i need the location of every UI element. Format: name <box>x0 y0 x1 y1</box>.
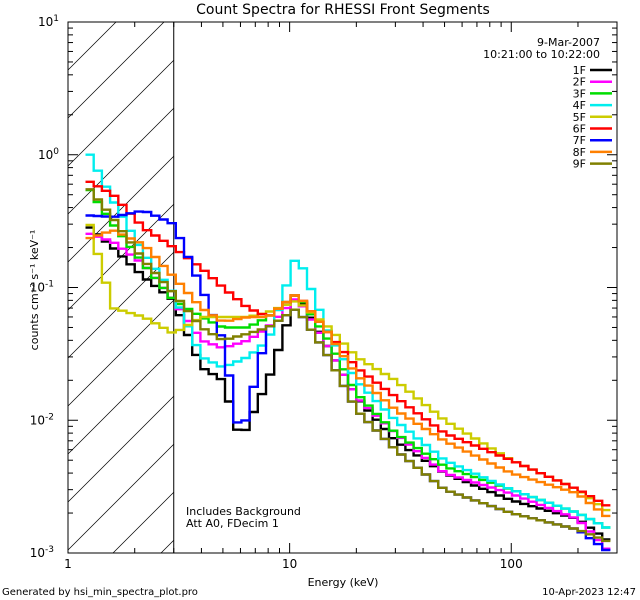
series-line-9F <box>85 188 611 543</box>
y-tick-label: 10-3 <box>30 545 54 560</box>
x-axis-label: Energy (keV) <box>308 576 379 589</box>
x-tick-labels: 1 10 100 <box>64 557 523 571</box>
footer-timestamp: 10-Apr-2023 12:47 <box>542 587 636 598</box>
y-tick-label: 101 <box>38 14 59 29</box>
legend-label: 4F <box>573 99 586 112</box>
legend-label: 6F <box>573 123 586 136</box>
legend-label: 7F <box>573 134 586 147</box>
hatch-line <box>68 22 117 71</box>
legend-label: 8F <box>573 146 586 159</box>
hatch-mask <box>173 22 617 553</box>
legend-label: 3F <box>573 87 586 100</box>
series-group <box>85 153 611 552</box>
time-range-label: 10:21:00 to 10:22:00 <box>483 48 600 61</box>
footer-generated-by: Generated by hsi_min_spectra_plot.pro <box>2 587 198 598</box>
x-tick-label: 100 <box>500 557 523 571</box>
legend-label: 9F <box>573 158 586 171</box>
legend-label: 5F <box>573 111 586 124</box>
y-tick-label: 10-2 <box>30 412 54 427</box>
y-axis-label: counts cm⁻² s⁻¹ keV⁻¹ <box>28 230 41 351</box>
hatched-region <box>68 22 617 553</box>
hatch-line <box>68 22 213 167</box>
annotation-attenuator: Att A0, FDecim 1 <box>186 517 279 530</box>
hatch-line <box>68 22 165 119</box>
x-tick-label: 1 <box>64 557 72 571</box>
y-tick-label: 10-1 <box>30 280 54 295</box>
legend-label: 2F <box>573 76 586 89</box>
x-tick-label: 10 <box>282 557 297 571</box>
y-tick-label: 100 <box>38 147 59 162</box>
date-label: 9-Mar-2007 <box>537 36 600 49</box>
axis-ticks <box>67 21 618 554</box>
chart-title: Count Spectra for RHESSI Front Segments <box>196 2 490 18</box>
legend-label: 1F <box>573 64 586 77</box>
hatch-line <box>68 22 261 215</box>
series-line-8F <box>85 229 611 518</box>
y-tick-labels: 10-3 10-2 10-1 100 101 <box>30 14 60 560</box>
annotation-background: Includes Background <box>186 505 301 518</box>
